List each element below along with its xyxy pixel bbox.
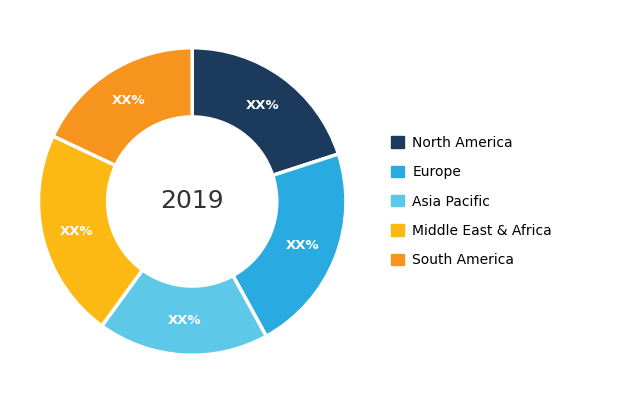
Text: XX%: XX% [246, 99, 279, 112]
Text: XX%: XX% [168, 314, 202, 327]
Wedge shape [102, 270, 266, 355]
Text: XX%: XX% [60, 224, 94, 238]
Wedge shape [233, 154, 346, 336]
Wedge shape [192, 48, 339, 175]
Text: XX%: XX% [286, 239, 320, 252]
Legend: North America, Europe, Asia Pacific, Middle East & Africa, South America: North America, Europe, Asia Pacific, Mid… [391, 136, 552, 267]
Wedge shape [38, 136, 143, 326]
Text: XX%: XX% [112, 94, 145, 107]
Wedge shape [53, 48, 192, 166]
Text: 2019: 2019 [161, 189, 224, 214]
